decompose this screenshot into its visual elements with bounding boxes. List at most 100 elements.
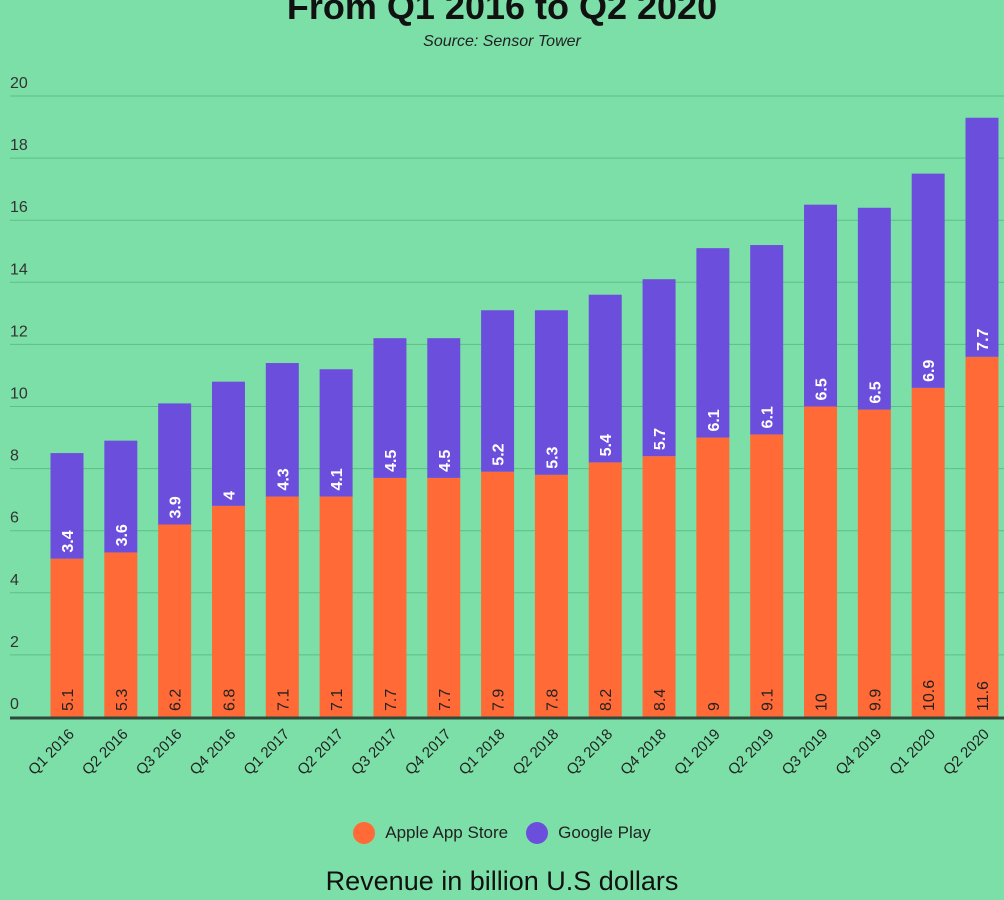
bar-google (373, 338, 407, 478)
bar-google (642, 279, 676, 457)
y-tick-label: 10 (10, 386, 28, 403)
chart-title: From Q1 2016 to Q2 2020 (286, 0, 718, 27)
data-label: 5.4 (598, 434, 615, 456)
data-label: 4 (221, 491, 238, 500)
y-tick-label: 14 (10, 261, 28, 278)
bar-google (696, 248, 730, 438)
chart-subtitle: Source: Sensor Tower (423, 33, 581, 50)
data-label: 7.7 (437, 689, 454, 711)
bar-apple (804, 406, 838, 717)
data-label: 9.9 (867, 689, 884, 711)
data-label: 5.3 (114, 689, 131, 711)
bar-google (534, 310, 568, 475)
bar-google (265, 363, 299, 497)
bar-apple (427, 477, 461, 717)
x-tick-label: Q1 2020 (886, 726, 939, 779)
bar-google (427, 338, 461, 478)
data-label: 5.7 (652, 428, 669, 450)
data-label: 10.6 (921, 680, 938, 711)
legend-label-google: Google Play (558, 823, 651, 842)
data-label: 9 (706, 702, 723, 711)
bar-google (750, 245, 784, 435)
stacked-bar-chart: 0 2 4 6 8 10 12 14 16 18 20 5.1 3.4 Q1 2016 5.3 3.6 Q2 2… (10, 75, 1004, 779)
data-label: 5.2 (491, 443, 508, 465)
data-label: 7.7 (975, 328, 992, 350)
bar-apple (104, 552, 138, 717)
legend-swatch-apple (353, 822, 376, 844)
y-tick-label: 6 (10, 510, 19, 527)
data-label: 7.1 (329, 689, 346, 711)
bar-apple (373, 477, 407, 717)
data-label: 6.1 (760, 406, 777, 428)
bar-apple (265, 496, 299, 717)
x-tick-label: Q3 2019 (779, 726, 832, 779)
data-label: 7.9 (491, 689, 508, 711)
x-tick-label: Q4 2017 (402, 726, 455, 779)
x-tick-label: Q1 2017 (240, 726, 293, 779)
bar-apple (642, 456, 676, 717)
bar-google (911, 173, 945, 388)
data-label: 5.1 (60, 689, 77, 711)
bar-apple (696, 437, 730, 717)
x-tick-label: Q2 2016 (79, 726, 132, 779)
y-tick-label: 4 (10, 572, 19, 589)
bar-google (211, 381, 245, 506)
y-tick-label: 16 (10, 199, 28, 216)
data-label: 3.6 (114, 524, 131, 546)
data-label: 4.1 (329, 468, 346, 490)
bar-apple (534, 474, 568, 717)
bar-apple (588, 462, 622, 717)
data-label: 9.1 (760, 689, 777, 711)
bar-google (158, 403, 192, 525)
x-tick-label: Q3 2017 (348, 726, 401, 779)
data-label: 6.9 (921, 360, 938, 382)
data-label: 7.1 (275, 689, 292, 711)
bar-google (50, 453, 84, 559)
y-tick-label: 20 (10, 75, 28, 92)
data-label: 4.5 (383, 450, 400, 472)
x-tick-label: Q4 2019 (832, 726, 885, 779)
bar-apple (481, 471, 515, 717)
legend-item-apple: Apple App Store (353, 822, 508, 844)
y-tick-label: 0 (10, 696, 19, 713)
data-label: 4.3 (275, 468, 292, 490)
data-label: 4.5 (437, 450, 454, 472)
x-tick-label: Q2 2019 (725, 726, 778, 779)
bar-apple (211, 505, 245, 717)
bar-google (965, 117, 999, 357)
x-tick-label: Q3 2016 (133, 726, 186, 779)
legend-item-google: Google Play (526, 822, 651, 844)
data-label: 6.5 (867, 381, 884, 403)
bar-google (857, 207, 891, 410)
data-label: 6.8 (221, 689, 238, 711)
bar-google (104, 440, 138, 553)
x-tick-label: Q2 2020 (940, 726, 993, 779)
x-tick-label: Q1 2018 (456, 726, 509, 779)
bar-apple (319, 496, 353, 717)
legend-label-apple: Apple App Store (385, 823, 509, 842)
data-label: 11.6 (975, 681, 992, 711)
bar-google (319, 369, 353, 497)
data-label: 6.1 (706, 409, 723, 431)
x-tick-label: Q2 2018 (510, 726, 563, 779)
x-tick-label: Q4 2018 (617, 726, 670, 779)
data-label: 6.5 (814, 378, 831, 400)
data-label: 7.8 (544, 689, 561, 711)
bar-google (804, 204, 838, 407)
bar-apple (158, 524, 192, 717)
data-label: 5.3 (544, 446, 561, 468)
bar-apple (750, 434, 784, 717)
x-tick-label: Q1 2019 (671, 726, 724, 779)
bar-apple (965, 356, 999, 717)
bar-google (481, 310, 515, 472)
x-tick-label: Q4 2016 (187, 726, 240, 779)
legend-swatch-google (526, 822, 549, 844)
y-tick-label: 12 (10, 323, 28, 340)
bar-apple (911, 387, 945, 717)
bar-google (588, 294, 622, 463)
data-label: 7.7 (383, 689, 400, 711)
legend: Apple App Store Google Play (0, 822, 1004, 844)
data-label: 3.4 (60, 530, 77, 552)
bar-apple (857, 409, 891, 717)
data-label: 10 (814, 693, 831, 711)
